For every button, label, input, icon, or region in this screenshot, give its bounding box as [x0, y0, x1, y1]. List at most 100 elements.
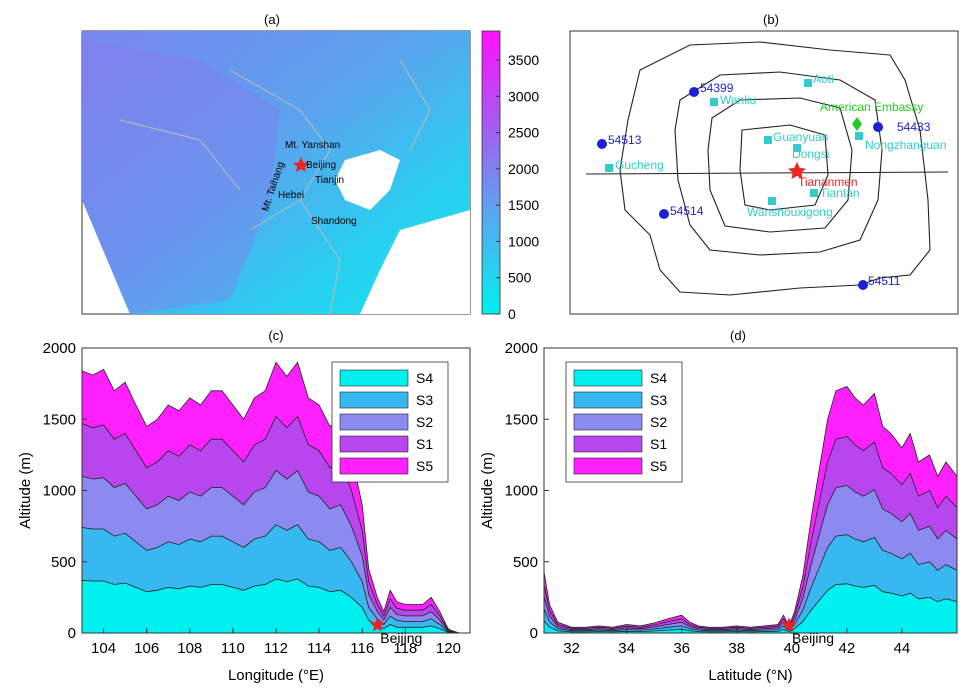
beijing-star-icon: [369, 617, 385, 632]
legend-swatch: [339, 457, 409, 475]
station-marker: [597, 139, 607, 149]
y-axis-label: Altitude (m): [479, 452, 496, 529]
y-axis-label: Altitude (m): [17, 452, 34, 529]
site-marker: [710, 98, 718, 106]
center-label: Tiananmen: [798, 175, 858, 189]
legend-entry: S2: [650, 414, 667, 430]
site-label: Guanyuan: [773, 130, 828, 144]
panel-c-label: (c): [268, 328, 283, 343]
x-tick-label: 42: [839, 640, 856, 657]
legend-entry: S3: [416, 392, 433, 408]
station-label: 54514: [670, 204, 704, 218]
legend-entry: S5: [650, 458, 667, 474]
legend-swatch: [573, 457, 643, 475]
colorbar-ticks: 0 500 1000 1500 2000 2500 3000 3500: [496, 52, 539, 322]
site-marker: [804, 79, 812, 87]
x-tick-label: 114: [307, 640, 331, 657]
legend-swatch: [573, 435, 643, 453]
site-marker: [855, 132, 863, 140]
panel-a-label: (a): [264, 12, 280, 27]
tiananmen-star-icon: [788, 162, 806, 179]
x-tick-label: 36: [673, 640, 690, 657]
y-tick-label: 2000: [43, 340, 76, 357]
colorbar-tick-label: 3000: [508, 88, 539, 104]
legend-entry: S4: [416, 370, 433, 386]
site-marker: [810, 189, 818, 197]
y-tick-label: 1500: [505, 411, 538, 428]
x-tick-label: 40: [783, 640, 800, 657]
panel-d-label: (d): [730, 328, 746, 343]
province-borders: [119, 59, 431, 315]
legend-entry: S1: [416, 436, 433, 452]
station-label: 54433: [897, 120, 931, 134]
ring-road-3: [739, 124, 829, 211]
embassy-label: American Embassy: [820, 100, 923, 114]
y-tick-label: 1500: [43, 411, 76, 428]
series-s4-area: [543, 583, 958, 634]
chart-d: 32 34 36 38 40 42 44 0 500 1000 1500 2000 Latitude (…: [479, 340, 958, 684]
x-axis-label: Latitude (°N): [708, 667, 792, 684]
series-s4-area: [81, 578, 470, 634]
station-marker: [873, 122, 883, 132]
x-tick-label: 118: [393, 640, 417, 657]
legend-entry: S1: [650, 436, 667, 452]
colorbar-tick-label: 2000: [508, 161, 539, 177]
panel-b: (b) 54399 54513 54514 54433 54511 Aoti W…: [569, 12, 959, 315]
legend-swatch: [339, 413, 409, 431]
x-axis-label: Longitude (°E): [228, 667, 324, 684]
beijing-marker-label: Beijing: [792, 630, 834, 646]
y-tick-label: 1000: [43, 483, 76, 500]
y-tick-label: 2000: [505, 340, 538, 357]
y-tick-label: 500: [513, 554, 538, 571]
panel-c: (c) 104 106 108 110 112 114 116 118 120050010001…: [17, 328, 471, 684]
panel-d: (d) 32 34 36 38 40 42 44 0 500 1000 1500 2000 Latitu…: [479, 328, 958, 684]
station-label: 54399: [700, 81, 734, 95]
site-label: Gucheng: [615, 158, 664, 172]
colorbar-tick-label: 3500: [508, 52, 539, 68]
panel-b-label: (b): [763, 12, 779, 27]
legend-swatch: [573, 369, 643, 387]
y-tick-label: 0: [530, 625, 538, 642]
legend-entry: S3: [650, 392, 667, 408]
x-tick-label: 34: [618, 640, 635, 657]
site-label: Wanliu: [720, 93, 756, 107]
ring-road-5: [674, 71, 883, 256]
colorbar-tick-label: 500: [508, 270, 532, 286]
terrain-map: [82, 31, 470, 314]
station-marker: [659, 209, 669, 219]
x-tick-label: 32: [563, 640, 580, 657]
site-marker: [764, 136, 772, 144]
ring-road-4: [707, 97, 853, 233]
x-tick-label: 104: [91, 640, 116, 657]
station-label: 54511: [868, 274, 901, 288]
beijing-marker-label: Beijing: [380, 630, 422, 646]
site-label: Nongzhanguan: [865, 138, 946, 152]
legend-entry: S4: [650, 370, 667, 386]
colorbar-tick-label: 1500: [508, 197, 539, 213]
colorbar-tick-label: 2500: [508, 125, 539, 141]
panel-a: (a) Mt. Yanshan Beijing Tianjin Mt. Taih…: [81, 12, 539, 322]
station-label: 54513: [608, 133, 642, 147]
site-label: Aoti: [813, 72, 834, 86]
x-tick-label: 44: [894, 640, 911, 657]
x-tick-label: 108: [177, 640, 202, 657]
y-tick-label: 1000: [505, 483, 538, 500]
x-tick-label: 106: [134, 640, 159, 657]
site-marker: [768, 197, 776, 205]
legend-entry: S2: [416, 414, 433, 430]
mountain-shading: [82, 40, 280, 314]
place-hebei: Hebei: [278, 190, 304, 201]
colorbar: [481, 30, 501, 315]
x-tick-label: 110: [221, 640, 245, 657]
legend-swatch: [573, 391, 643, 409]
legend-swatch: [573, 413, 643, 431]
transect-line: [585, 171, 949, 175]
site-marker: [793, 144, 801, 152]
place-tianjin: Tianjin: [315, 175, 344, 186]
place-beijing: Beijing: [306, 160, 336, 171]
site-label: Tiantan: [820, 186, 860, 200]
colorbar-tick-label: 1000: [508, 233, 539, 249]
station-marker: [689, 87, 699, 97]
station-marker: [858, 280, 868, 290]
